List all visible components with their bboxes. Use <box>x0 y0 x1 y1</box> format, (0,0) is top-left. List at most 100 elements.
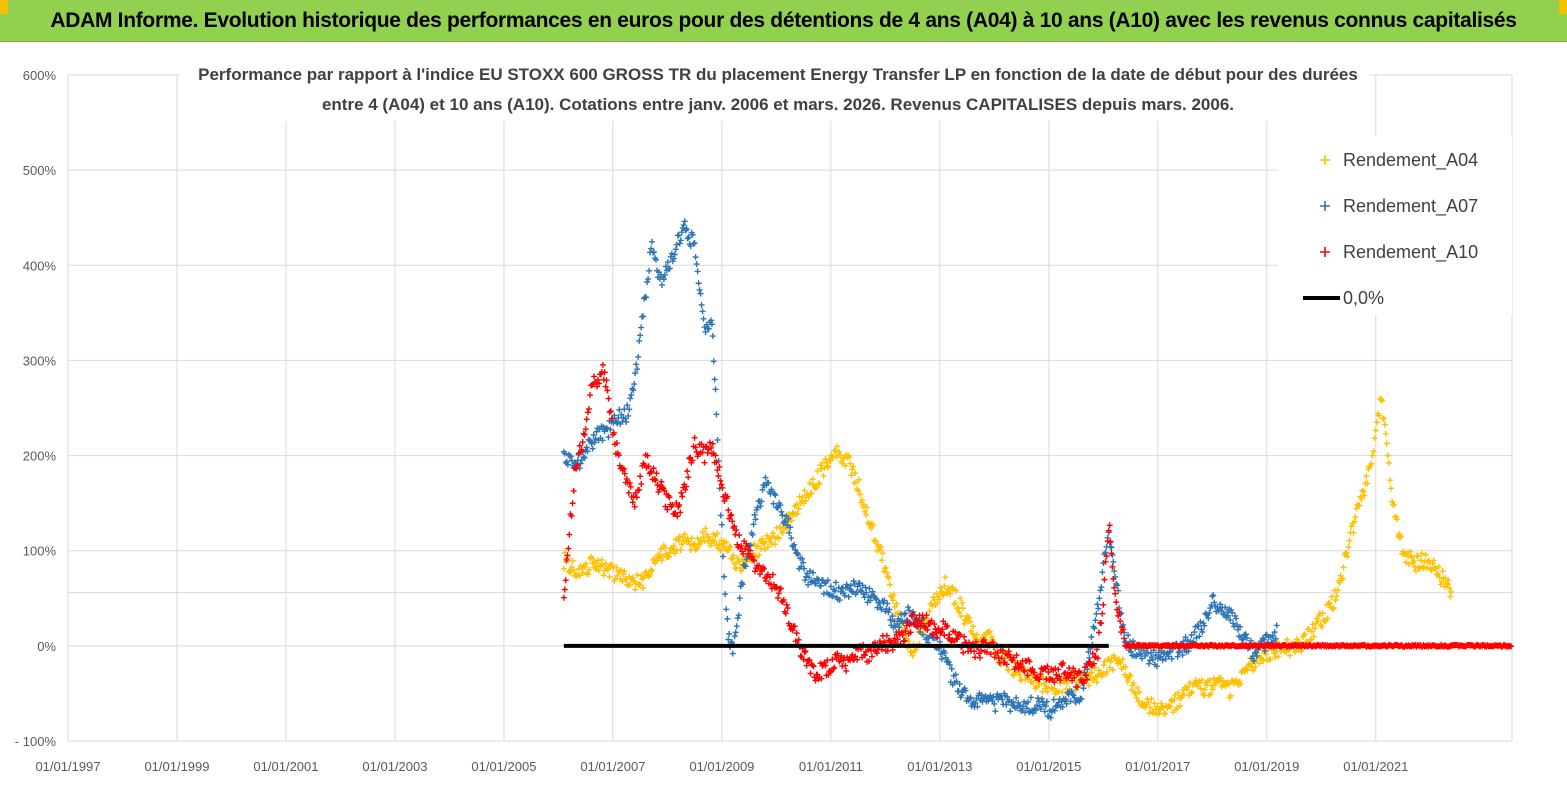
data-point <box>1063 700 1070 707</box>
data-point <box>803 573 810 580</box>
data-point <box>1242 631 1249 638</box>
data-point <box>1036 681 1043 688</box>
data-point <box>1364 480 1371 487</box>
data-point <box>1261 647 1268 654</box>
data-point <box>854 583 861 590</box>
chart-title-line-1: Performance par rapport à l'indice EU ST… <box>198 65 1358 84</box>
data-point <box>1378 396 1385 403</box>
data-point <box>607 426 614 433</box>
data-point <box>775 590 782 597</box>
data-point <box>709 440 716 447</box>
data-point <box>619 466 626 473</box>
data-point <box>666 265 673 272</box>
data-point <box>1307 636 1314 643</box>
data-point <box>664 259 671 266</box>
data-point <box>1043 683 1050 690</box>
data-point <box>701 459 708 466</box>
data-point <box>586 437 593 444</box>
data-point <box>1358 495 1365 502</box>
data-point <box>1026 658 1033 665</box>
data-point <box>1010 699 1017 706</box>
data-point <box>960 649 967 656</box>
data-point <box>999 647 1006 654</box>
data-point <box>821 580 828 587</box>
data-point <box>713 411 720 418</box>
data-point <box>649 238 656 245</box>
data-point <box>1188 631 1195 638</box>
data-point <box>693 545 700 552</box>
data-point <box>879 550 886 557</box>
data-point <box>677 546 684 553</box>
data-point <box>956 631 963 638</box>
data-point <box>946 661 953 668</box>
data-point <box>1103 553 1110 560</box>
data-point <box>849 466 856 473</box>
data-point <box>1127 672 1134 679</box>
data-point <box>694 268 701 275</box>
data-point <box>611 412 618 419</box>
legend: Rendement_A04 Rendement_A07 Rendement_A10 0… <box>1278 135 1512 315</box>
data-point <box>564 552 571 559</box>
data-point <box>1225 612 1232 619</box>
data-point <box>1013 652 1020 659</box>
data-point <box>940 592 947 599</box>
data-point <box>725 636 732 643</box>
data-point <box>778 529 785 536</box>
data-point <box>1207 605 1214 612</box>
data-point <box>1324 615 1331 622</box>
data-point <box>877 543 884 550</box>
data-point <box>684 468 691 475</box>
data-point <box>956 680 963 687</box>
data-point <box>944 622 951 629</box>
data-point <box>1210 592 1217 599</box>
data-point <box>633 361 640 368</box>
data-point <box>648 566 655 573</box>
data-point <box>1185 648 1192 655</box>
data-point <box>985 629 992 636</box>
data-point <box>936 596 943 603</box>
data-point <box>808 490 815 497</box>
data-point <box>1005 648 1012 655</box>
data-point <box>774 594 781 601</box>
data-point <box>937 584 944 591</box>
data-point <box>834 443 841 450</box>
data-point <box>645 275 652 282</box>
data-point <box>805 581 812 588</box>
data-point <box>1029 666 1036 673</box>
data-point <box>685 538 692 545</box>
data-point <box>1406 548 1413 555</box>
data-point <box>1287 652 1294 659</box>
data-point <box>845 593 852 600</box>
data-point <box>1211 599 1218 606</box>
data-point <box>1095 629 1102 636</box>
data-point <box>1412 567 1419 574</box>
data-point <box>818 675 825 682</box>
data-point <box>1205 615 1212 622</box>
data-point <box>951 601 958 608</box>
data-point <box>799 494 806 501</box>
data-point <box>868 653 875 660</box>
data-point <box>1352 513 1359 520</box>
data-point <box>1166 702 1173 709</box>
data-point <box>846 454 853 461</box>
data-point <box>1117 659 1124 666</box>
data-point <box>1119 656 1126 663</box>
data-point <box>929 603 936 610</box>
data-point <box>685 474 692 481</box>
data-point <box>739 581 746 588</box>
data-point <box>889 597 896 604</box>
data-point <box>1263 651 1270 658</box>
x-tick-label: 01/01/2017 <box>1125 759 1190 774</box>
data-point <box>818 465 825 472</box>
data-point <box>885 574 892 581</box>
data-point <box>802 497 809 504</box>
data-point <box>1059 689 1066 696</box>
data-point <box>1405 561 1412 568</box>
data-point <box>1414 553 1421 560</box>
data-point <box>1260 636 1267 643</box>
data-point <box>722 591 729 598</box>
data-point <box>1086 659 1093 666</box>
data-point <box>1196 633 1203 640</box>
data-point <box>762 474 769 481</box>
data-point <box>966 695 973 702</box>
